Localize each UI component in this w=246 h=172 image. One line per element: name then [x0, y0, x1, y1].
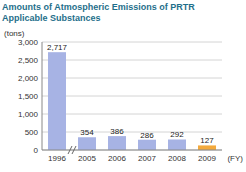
bar: [78, 137, 96, 150]
data-label: 292: [170, 130, 184, 139]
y-tick-label: 2,000: [18, 74, 39, 83]
grid-line: [42, 150, 222, 151]
data-label: 127: [200, 136, 214, 145]
data-label: 286: [140, 131, 154, 140]
y-tick-label: 1,000: [18, 110, 39, 119]
x-tick-label: 2005: [78, 154, 96, 163]
y-tick-label: 2,500: [18, 56, 39, 65]
data-label: 2,717: [47, 43, 68, 52]
y-tick-label: 1,500: [18, 92, 39, 101]
bar: [138, 140, 156, 150]
y-axis-line: [42, 42, 43, 150]
x-axis-line: [42, 150, 222, 151]
x-tick-label: 2008: [168, 154, 186, 163]
title: Amounts of Atmospheric Emissions of PRTR…: [2, 2, 195, 23]
bars: [48, 52, 216, 150]
bar: [198, 145, 216, 150]
bar: [108, 136, 126, 150]
x-axis-label: (FY): [227, 154, 243, 163]
grid-line: [42, 96, 222, 97]
bar: [48, 52, 66, 150]
axis-break: [68, 146, 72, 154]
grid-line: [42, 42, 222, 43]
y-axis-label: (tons): [4, 29, 25, 38]
x-tick-label: 1996: [48, 154, 66, 163]
x-tick-label: 2006: [108, 154, 126, 163]
grid-line: [42, 60, 222, 61]
x-tick-label: 2009: [198, 154, 216, 163]
grid-line: [42, 78, 222, 79]
grid-line: [42, 132, 222, 133]
bar: [168, 139, 186, 150]
y-tick-label: 500: [25, 128, 39, 137]
grid-line: [42, 114, 222, 115]
axis-break: [72, 146, 76, 154]
data-label: 386: [110, 127, 124, 136]
x-tick-label: 2007: [138, 154, 156, 163]
data-label: 354: [80, 128, 94, 137]
y-tick-label: 3,000: [18, 38, 39, 47]
chart: Amounts of Atmospheric Emissions of PRTR…: [0, 0, 246, 172]
y-tick-label: 0: [34, 146, 39, 155]
